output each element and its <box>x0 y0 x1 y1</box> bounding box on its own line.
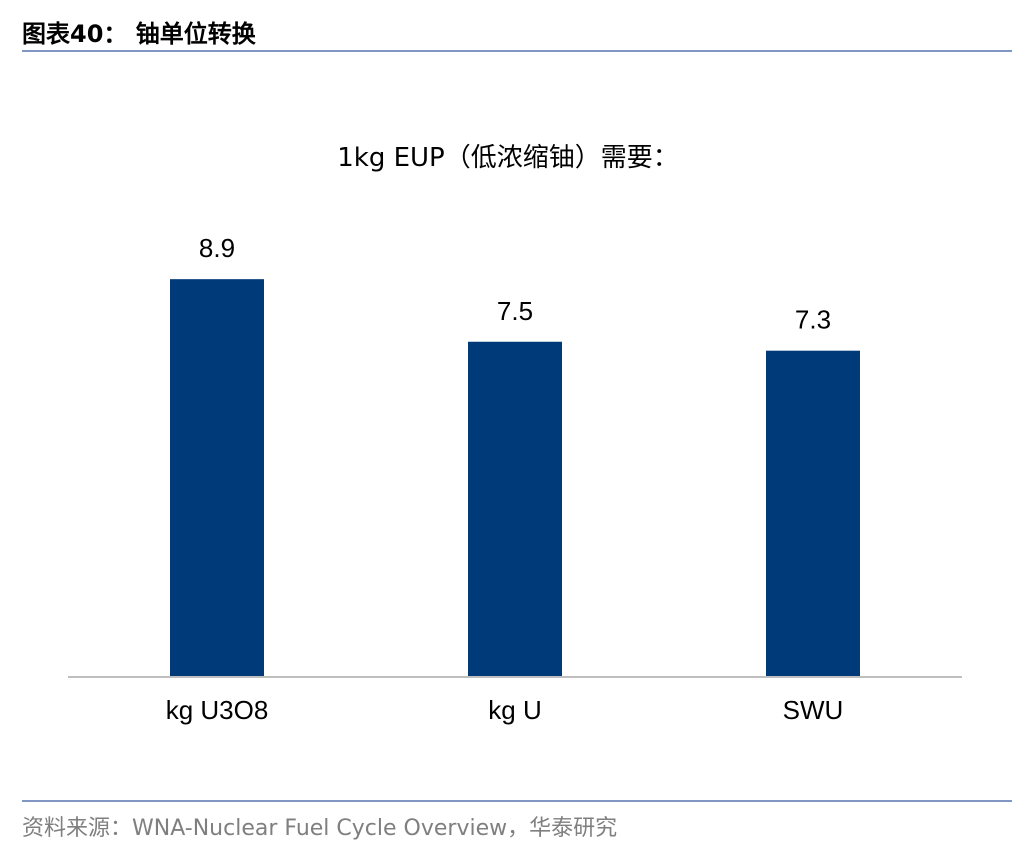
bar-2 <box>766 350 860 677</box>
data-label-1: 7.5 <box>497 296 533 326</box>
source-text: 资料来源：WNA-Nuclear Fuel Cycle Overview，华泰研… <box>22 816 618 841</box>
x-tick-label-0: kg U3O8 <box>166 695 269 725</box>
bars-group: 8.9 kg U3O8 7.5 kg U 7.3 SWU <box>166 233 860 725</box>
data-label-2: 7.3 <box>795 305 831 335</box>
source-footer: 资料来源：WNA-Nuclear Fuel Cycle Overview，华泰研… <box>22 800 1012 841</box>
figure-label: 图表40： 铀单位转换 <box>22 20 256 48</box>
x-tick-label-1: kg U <box>488 695 541 725</box>
data-label-0: 8.9 <box>199 233 235 263</box>
chart-title: 1kg EUP（低浓缩铀）需要： <box>337 143 679 173</box>
x-tick-label-2: SWU <box>783 695 844 725</box>
bar-1 <box>468 341 562 677</box>
bar-0 <box>170 279 264 677</box>
figure-header: 图表40： 铀单位转换 <box>22 8 1012 52</box>
